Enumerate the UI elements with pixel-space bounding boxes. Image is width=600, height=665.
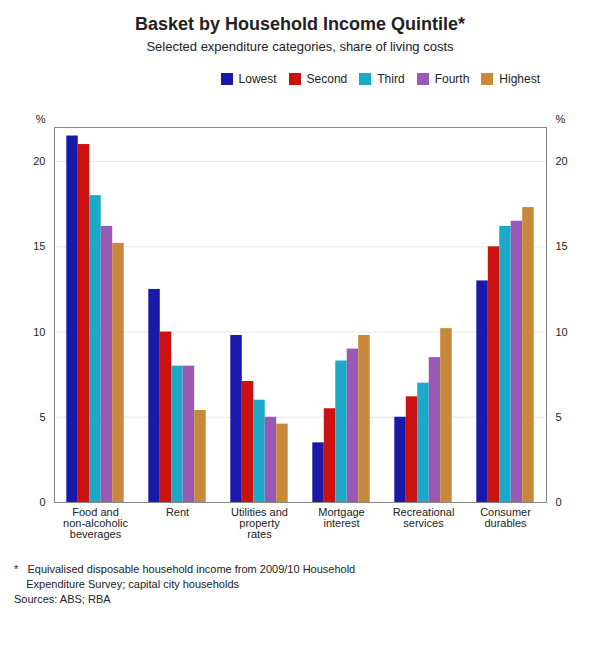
svg-text:0: 0 xyxy=(556,496,562,508)
html-text:Third: Third xyxy=(377,71,405,86)
svg-text:15: 15 xyxy=(556,240,568,252)
svg-text:Recreationalservices: Recreationalservices xyxy=(393,506,455,529)
svg-text:%: % xyxy=(36,113,46,125)
html-text:Second: Second xyxy=(306,71,348,86)
svg-text:5: 5 xyxy=(39,411,45,423)
html-text:Highest: Highest xyxy=(499,71,540,86)
svg-text:Mortgageinterest: Mortgageinterest xyxy=(318,506,364,529)
html-text:Basket by Household Income Qui: Basket by Household Income Quintile* xyxy=(135,14,465,34)
svg-text:10: 10 xyxy=(33,326,45,338)
svg-text:Consumerdurables: Consumerdurables xyxy=(480,506,531,529)
html-text:Selected expenditure categorie: Selected expenditure categories, share o… xyxy=(146,39,454,54)
html-text:Fourth: Fourth xyxy=(434,71,470,86)
html-text:Lowest: Lowest xyxy=(238,71,277,86)
svg-text:Food andnon-alcoholicbeverages: Food andnon-alcoholicbeverages xyxy=(63,506,128,540)
html-text:Expenditure Survey; capital ci: Expenditure Survey; capital city househo… xyxy=(14,578,239,590)
svg-text:Rent: Rent xyxy=(166,506,189,518)
svg-text:20: 20 xyxy=(33,155,45,167)
svg-text:0: 0 xyxy=(39,496,45,508)
html-text:Sources: ABS; RBA: Sources: ABS; RBA xyxy=(14,593,111,605)
html-text:* Equivalised disposable house: * Equivalised disposable household incom… xyxy=(14,563,356,575)
svg-text:10: 10 xyxy=(556,326,568,338)
svg-text:%: % xyxy=(556,113,566,125)
svg-text:Utilities andpropertyrates: Utilities andpropertyrates xyxy=(231,506,288,540)
svg-text:15: 15 xyxy=(33,240,45,252)
svg-text:5: 5 xyxy=(556,411,562,423)
svg-text:20: 20 xyxy=(556,155,568,167)
